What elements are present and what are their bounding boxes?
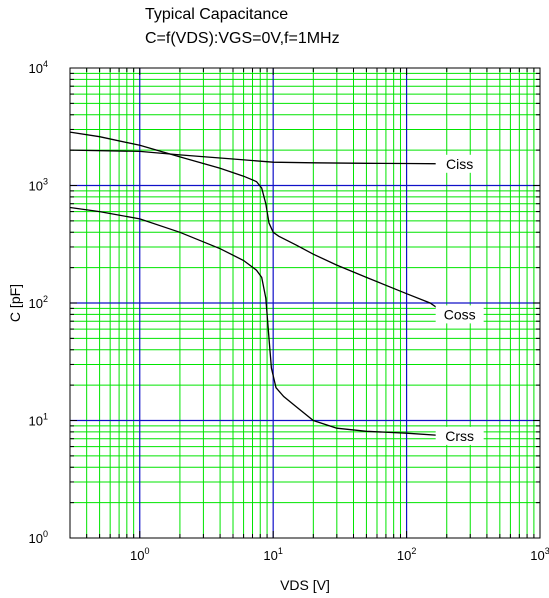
ciss-label: Ciss	[446, 156, 473, 172]
x-tick-label: 101	[263, 546, 282, 563]
crss-curve	[69, 206, 447, 437]
ciss-curve	[69, 149, 447, 165]
x-tick-label: 102	[397, 546, 416, 563]
chart-title-line-2: C=f(VDS):VGS=0V,f=1MHz	[145, 30, 340, 47]
y-tick-label: 102	[29, 294, 48, 311]
y-tick-label: 101	[29, 412, 48, 429]
ciss-label-bg	[435, 154, 484, 173]
coss-label: Coss	[444, 306, 476, 322]
y-tick-label: 100	[29, 529, 48, 546]
y-tick-label: 103	[29, 177, 48, 194]
axis-ticks	[69, 68, 540, 539]
x-tick-label: 100	[130, 546, 149, 563]
crss-label: Crss	[445, 428, 474, 444]
x-tick-label: 103	[530, 546, 549, 563]
major-grid	[70, 68, 540, 538]
coss-curve	[69, 131, 448, 315]
y-axis-label: C [pF]	[7, 284, 23, 322]
x-tick-labels: 100 101 102 103	[130, 546, 549, 563]
crss-label-bg	[435, 426, 484, 445]
chart-title-line-1: Typical Capacitance	[145, 6, 289, 23]
y-tick-labels: 100 101 102 103 104	[29, 59, 48, 546]
y-tick-label: 104	[29, 59, 48, 76]
x-axis-label: VDS [V]	[280, 577, 330, 593]
data-series: Ciss Coss Crss	[69, 131, 484, 445]
coss-label-bg	[435, 305, 484, 324]
